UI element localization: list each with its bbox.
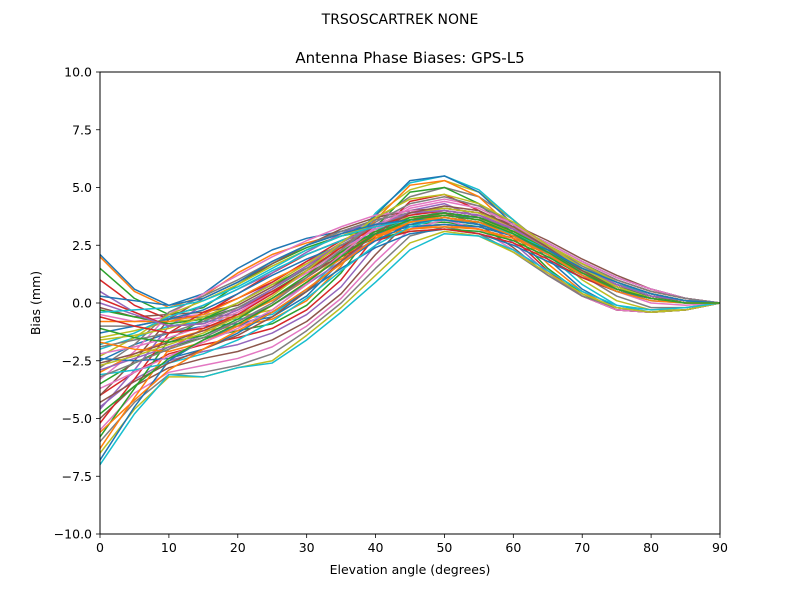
y-tick-label: −2.5 xyxy=(62,353,92,368)
y-tick-label: 0.0 xyxy=(72,296,92,311)
chart-suptitle: TRSOSCARTREK NONE xyxy=(321,12,479,28)
y-tick-label: 5.0 xyxy=(72,180,92,195)
x-axis-label: Elevation angle (degrees) xyxy=(330,562,491,577)
y-axis: −10.0 −7.5 −5.0 −2.5 0.0 2.5 5.0 7.5 10.0 xyxy=(54,65,100,542)
x-tick-label: 0 xyxy=(96,540,104,555)
y-tick-label: −10.0 xyxy=(54,527,92,542)
y-tick-label: −5.0 xyxy=(62,411,92,426)
x-tick-label: 10 xyxy=(161,540,177,555)
y-tick-label: 7.5 xyxy=(72,122,92,137)
series-line-20 xyxy=(99,232,721,466)
chart-title: Antenna Phase Biases: GPS-L5 xyxy=(295,49,524,67)
x-tick-label: 20 xyxy=(230,540,246,555)
series-line-53 xyxy=(99,214,720,415)
x-tick-label: 80 xyxy=(643,540,659,555)
y-tick-label: 2.5 xyxy=(72,238,92,253)
x-tick-label: 60 xyxy=(505,540,521,555)
x-tick-label: 40 xyxy=(368,540,384,555)
series-line-27 xyxy=(99,209,721,380)
y-tick-label: −7.5 xyxy=(62,469,92,484)
x-tick-label: 30 xyxy=(299,540,315,555)
x-axis: 0 10 20 30 40 50 60 70 80 90 xyxy=(96,534,728,555)
y-tick-label: 10.0 xyxy=(64,65,92,80)
x-tick-label: 70 xyxy=(574,540,590,555)
series-line-49 xyxy=(99,193,720,367)
plot-area xyxy=(100,72,720,534)
y-axis-label: Bias (mm) xyxy=(28,271,43,335)
series-line-52 xyxy=(99,216,720,433)
x-tick-label: 50 xyxy=(436,540,452,555)
series-group xyxy=(99,175,721,466)
x-tick-label: 90 xyxy=(712,540,728,555)
